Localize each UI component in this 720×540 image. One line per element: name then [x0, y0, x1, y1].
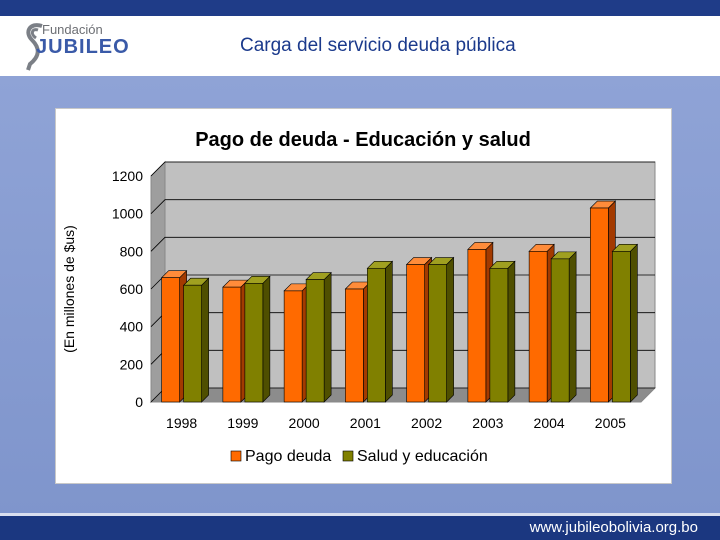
y-tick-label: 600 — [120, 281, 144, 297]
chart-panel: Pago de deuda - Educación y salud 0 200 400… — [55, 108, 672, 484]
y-axis-label: (En millones de $us) — [61, 225, 77, 353]
bar — [367, 267, 386, 403]
bar-chart: Pago de deuda - Educación y salud 0 200 400… — [61, 129, 657, 465]
x-tick-label: 2001 — [350, 415, 381, 431]
bar — [283, 290, 303, 403]
y-tick-label: 800 — [120, 243, 144, 259]
bar — [467, 249, 487, 403]
y-tick-label: 0 — [135, 394, 143, 410]
bar — [244, 283, 264, 403]
gridline — [150, 236, 655, 252]
bar — [345, 288, 364, 403]
y-tick-label: 1200 — [112, 168, 143, 184]
bar — [428, 264, 447, 403]
bar — [161, 277, 180, 403]
y-tick-label: 200 — [120, 356, 144, 372]
x-tick-label: 1999 — [227, 415, 258, 431]
legend-swatch — [230, 450, 242, 462]
bar-side — [507, 260, 516, 403]
slide-header — [0, 16, 720, 76]
x-tick-label: 2000 — [289, 415, 320, 431]
legend-swatch — [342, 450, 354, 462]
logo-text-fundacion: Fundación — [42, 22, 103, 37]
x-tick-label: 2004 — [534, 415, 565, 431]
x-tick-label: 1998 — [166, 415, 197, 431]
legend-label: Pago deuda — [245, 448, 331, 465]
bar-side — [446, 256, 454, 403]
x-tick-label: 2005 — [595, 415, 626, 431]
bar — [406, 264, 425, 403]
fundacion-jubileo-logo — [22, 20, 132, 72]
chart-title: Pago de deuda - Educación y salud — [195, 129, 531, 151]
x-tick-label: 2003 — [472, 415, 503, 431]
bar-side — [201, 277, 209, 403]
bar — [590, 207, 609, 403]
bar — [222, 286, 242, 403]
website-url[interactable]: www.jubileobolivia.org.bo — [529, 519, 698, 536]
gridline — [150, 199, 655, 214]
legend-label: Salud y educación — [357, 448, 488, 465]
bar — [183, 284, 202, 403]
footer-bar — [0, 516, 720, 540]
bar — [489, 267, 509, 403]
jubileo-emblem-icon — [26, 23, 43, 71]
footer-separator — [0, 513, 720, 516]
bar-side — [630, 243, 638, 403]
bar-side — [262, 275, 271, 403]
slide-title: Carga del servicio deuda pública — [240, 35, 516, 56]
y-tick-label: 1000 — [112, 206, 143, 222]
logo-text-jubileo: JUBILEO — [36, 36, 130, 58]
x-tick-label: 2002 — [411, 415, 442, 431]
bar — [305, 279, 325, 403]
bar-side — [385, 260, 393, 403]
y-tick-label: 400 — [120, 319, 144, 335]
bar — [612, 251, 631, 403]
bar — [550, 258, 570, 403]
bar — [528, 251, 548, 403]
gridline — [150, 161, 655, 177]
bar-side — [568, 251, 577, 403]
top-bar — [0, 0, 720, 16]
bar-side — [323, 271, 332, 403]
